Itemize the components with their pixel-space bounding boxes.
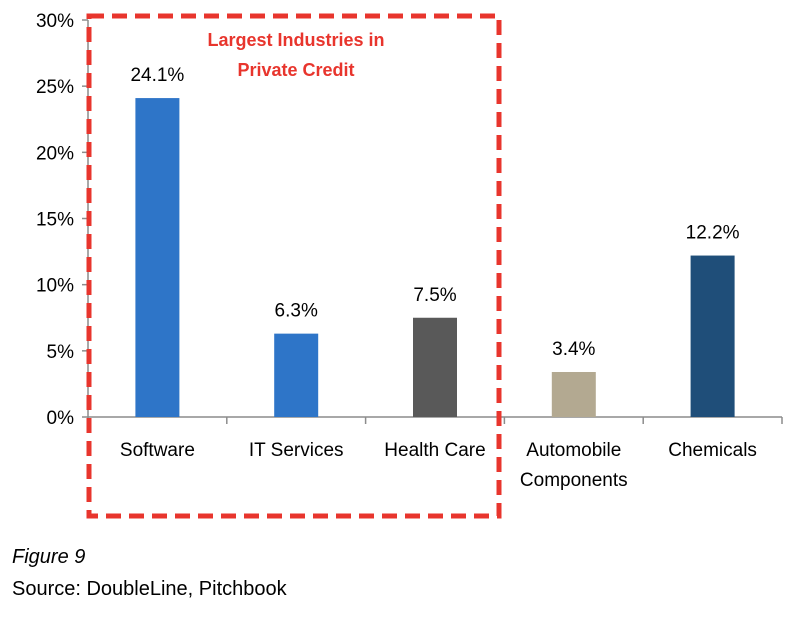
y-tick-label: 5%	[47, 342, 75, 363]
data-label: 6.3%	[275, 301, 318, 322]
data-label: 12.2%	[686, 223, 740, 244]
data-label: 24.1%	[130, 65, 184, 86]
y-tick-label: 10%	[36, 276, 74, 297]
x-category-label: Health Care	[384, 440, 485, 461]
chart-axes: 0% 5% 10% 15% 20% 25% 30%	[36, 11, 783, 429]
x-category-label: Software	[120, 440, 195, 461]
annotation-line-2: Private Credit	[237, 60, 354, 80]
x-category-label: IT Services	[249, 440, 344, 461]
y-tick-label: 20%	[36, 143, 74, 164]
y-tick-label: 25%	[36, 77, 74, 98]
bar-health-care	[413, 317, 457, 417]
bar-software	[135, 98, 180, 418]
x-category-label: Components	[520, 470, 628, 491]
data-label: 3.4%	[552, 339, 595, 360]
bar-it-services	[274, 333, 319, 417]
x-category-label: Automobile	[526, 440, 621, 461]
y-tick-label: 30%	[36, 11, 74, 32]
source-caption: Source: DoubleLine, Pitchbook	[12, 578, 287, 600]
y-tick-label: 15%	[36, 210, 74, 231]
highlight-box	[86, 13, 502, 519]
figure-caption: Figure 9	[12, 546, 86, 568]
bar-chart: 0% 5% 10% 15% 20% 25% 30% 24.1% Software 6.3% IT …	[36, 11, 783, 519]
chart-bars	[135, 98, 735, 418]
annotation-line-1: Largest Industries in	[207, 30, 384, 50]
bar-automobile-components	[551, 372, 596, 417]
chart-labels: 24.1% Software 6.3% IT Services 7.5% Health C…	[120, 65, 757, 491]
data-label: 7.5%	[413, 285, 456, 306]
y-tick-label: 0%	[47, 408, 75, 429]
x-category-label: Chemicals	[668, 440, 757, 461]
bar-chemicals	[690, 255, 735, 417]
